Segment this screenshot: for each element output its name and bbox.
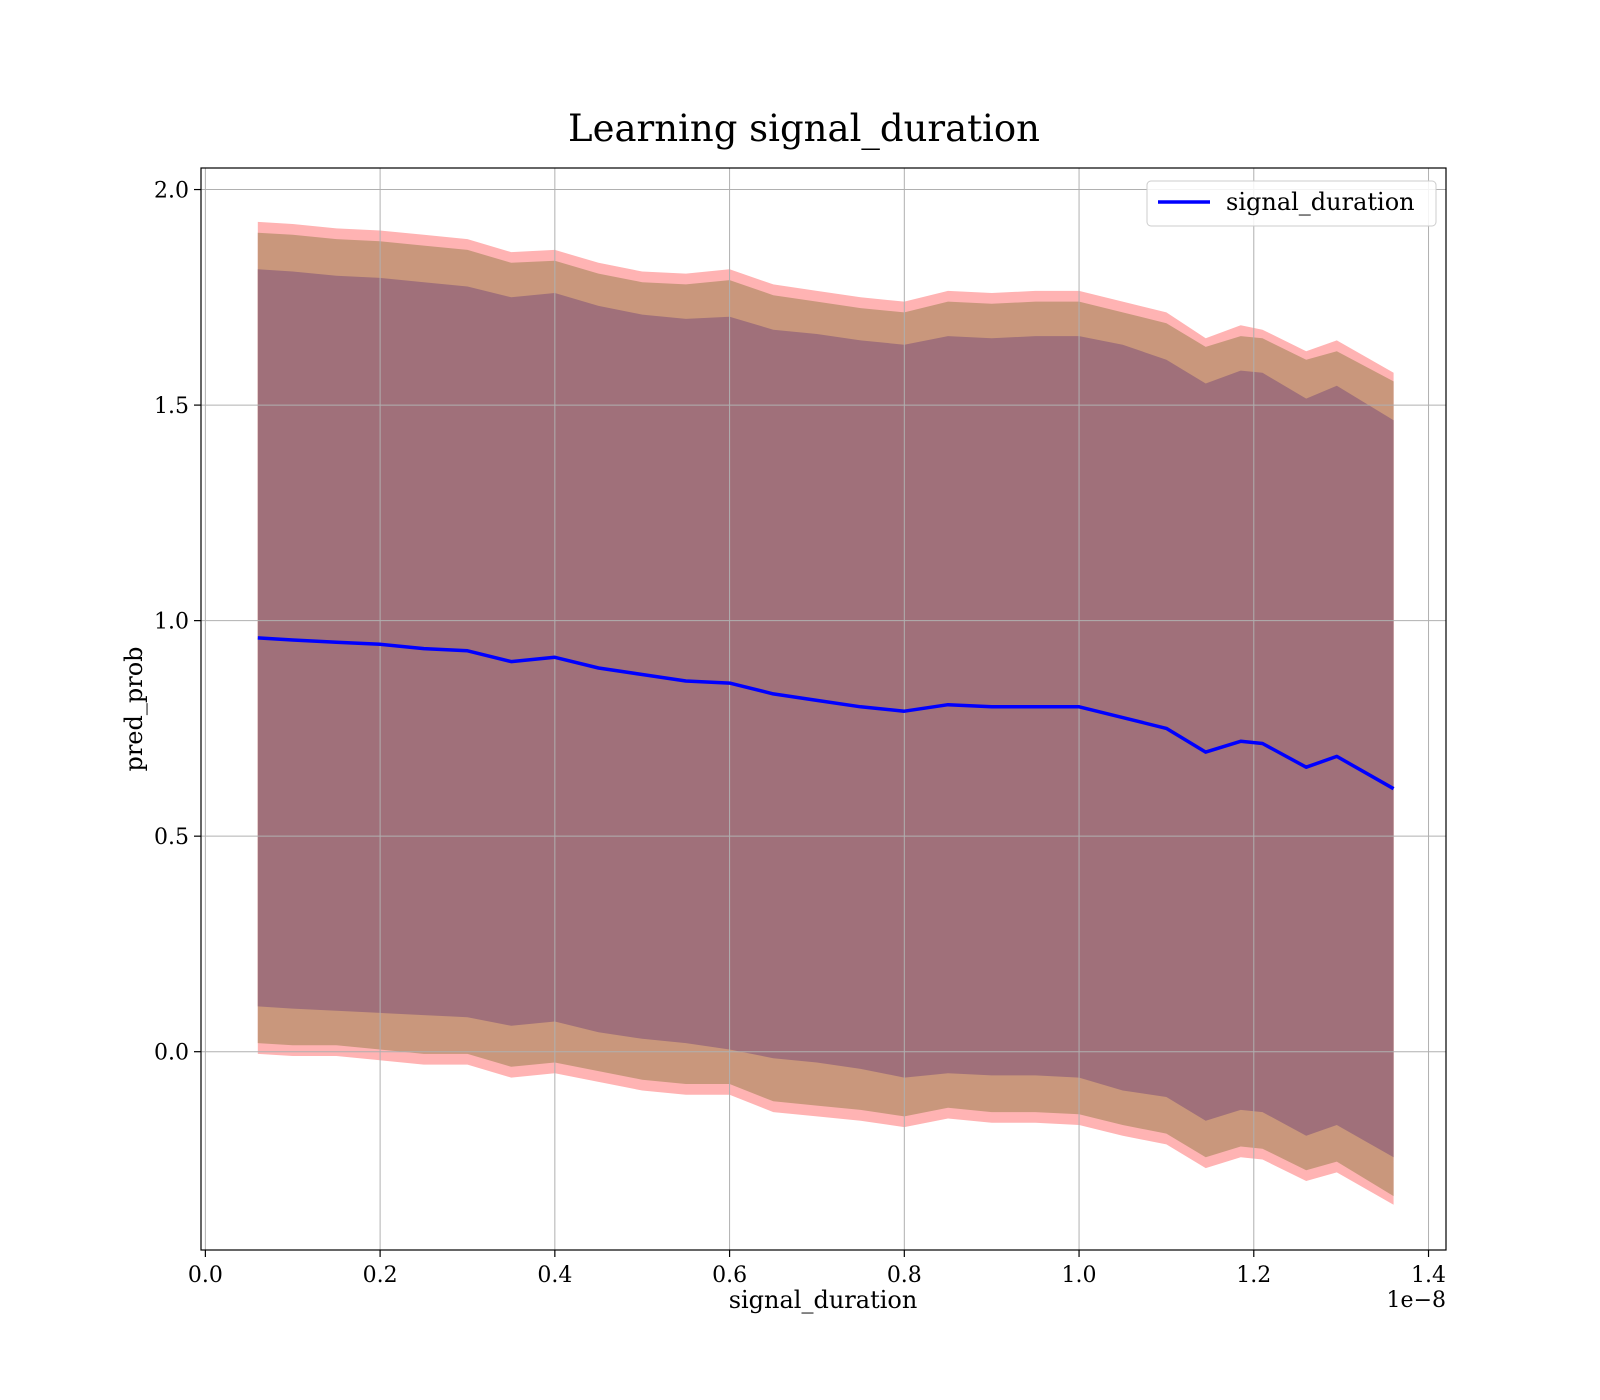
plot-frame bbox=[200, 167, 1447, 1251]
legend-label-signal-duration: signal_duration bbox=[1226, 188, 1415, 216]
y-axis-label: pred_prob bbox=[120, 646, 148, 771]
x-axis-scale-label: 1e−8 bbox=[1387, 1288, 1446, 1313]
y-tick-label: 1.0 bbox=[154, 610, 189, 635]
chart-title: Learning signal_duration bbox=[568, 107, 1040, 151]
series-line-signal-duration bbox=[257, 636, 1395, 791]
y-tick-label: 0.0 bbox=[154, 1041, 189, 1066]
x-axis: 0.0 0.2 0.4 0.6 0.8 1.0 1.2 1.4 bbox=[188, 1250, 1446, 1288]
x-tick-label: 1.4 bbox=[1411, 1263, 1446, 1288]
x-tick-label: 1.2 bbox=[1236, 1263, 1271, 1288]
legend-box bbox=[1146, 180, 1437, 227]
grid bbox=[201, 168, 1446, 1250]
x-tick-label: 0.0 bbox=[188, 1263, 223, 1288]
confidence-bands bbox=[257, 221, 1394, 1205]
y-tick-label: 0.5 bbox=[154, 825, 189, 850]
x-tick-label: 0.8 bbox=[887, 1263, 922, 1288]
x-tick-label: 0.2 bbox=[363, 1263, 398, 1288]
band-inner bbox=[257, 269, 1394, 1158]
x-tick-label: 1.0 bbox=[1062, 1263, 1097, 1288]
x-axis-label: signal_duration bbox=[729, 1286, 918, 1314]
legend: signal_duration bbox=[1146, 180, 1437, 227]
x-tick-label: 0.4 bbox=[537, 1263, 572, 1288]
y-tick-label: 2.0 bbox=[154, 179, 189, 204]
y-tick-label: 1.5 bbox=[154, 394, 189, 419]
x-tick-label: 0.6 bbox=[712, 1263, 747, 1288]
y-axis: 0.0 0.5 1.0 1.5 2.0 bbox=[154, 179, 201, 1066]
